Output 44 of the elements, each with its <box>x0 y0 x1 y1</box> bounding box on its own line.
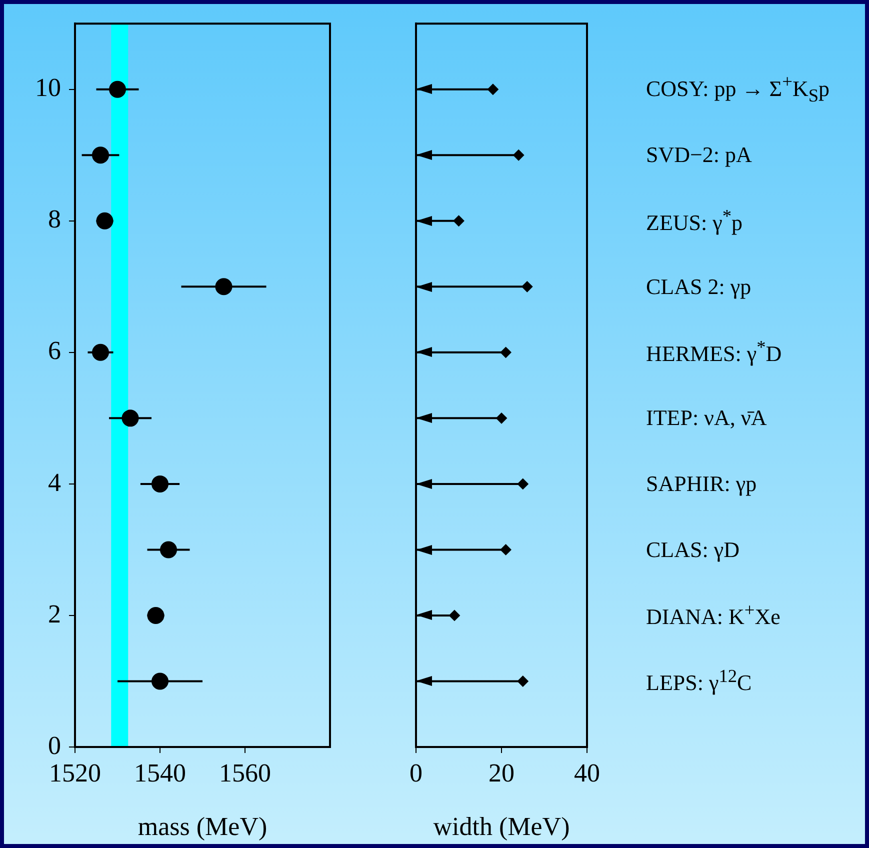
point <box>147 606 164 624</box>
text: CLAS: γD <box>646 536 740 563</box>
point <box>517 478 528 490</box>
point <box>152 672 168 690</box>
point <box>215 278 232 296</box>
x-tick-label: 40 <box>574 758 600 788</box>
x-tick-label: 20 <box>488 758 514 788</box>
y-tick-label: 8 <box>48 204 61 234</box>
point <box>496 412 507 424</box>
point <box>522 281 533 292</box>
text: DIANA: K$^{+}$Xe <box>646 600 780 631</box>
x-tick-label: 1560 <box>219 758 271 788</box>
y-tick-label: 4 <box>48 468 61 497</box>
point <box>109 80 126 98</box>
point <box>487 84 498 95</box>
point <box>152 475 168 492</box>
text: CLAS 2: γp <box>646 274 752 300</box>
point <box>92 344 109 361</box>
x-axis-title: mass (MeV) <box>138 812 268 842</box>
point <box>453 215 464 226</box>
y-tick-label: 2 <box>48 599 61 628</box>
point <box>517 676 528 687</box>
text: LEPS: γ$^{12}$C <box>646 666 752 696</box>
text: HERMES: γ$^{*}$D <box>646 337 782 368</box>
point <box>513 150 524 161</box>
y-tick-label: 6 <box>48 336 61 366</box>
y-tick-label: 10 <box>35 73 61 102</box>
x-tick-label: 1520 <box>49 758 101 788</box>
point <box>160 541 177 558</box>
x-axis-title: width (MeV) <box>433 812 570 842</box>
text: SVD−2: pA <box>646 142 752 168</box>
y-tick-label: 0 <box>48 730 61 760</box>
point <box>500 346 512 358</box>
point <box>96 212 114 230</box>
point <box>92 146 109 164</box>
text: ZEUS: γ$^{*}$p <box>646 206 743 236</box>
point <box>122 410 139 427</box>
text: COSY: pp → Σ$^{+}$K$_{S}$p <box>646 72 830 107</box>
x-tick-label: 0 <box>410 758 422 788</box>
text: ITEP: νA, ν̄A <box>646 405 767 432</box>
point <box>448 610 460 621</box>
text: SAPHIR: γp <box>646 470 757 497</box>
x-tick-label: 1540 <box>134 758 186 788</box>
point <box>500 544 512 556</box>
